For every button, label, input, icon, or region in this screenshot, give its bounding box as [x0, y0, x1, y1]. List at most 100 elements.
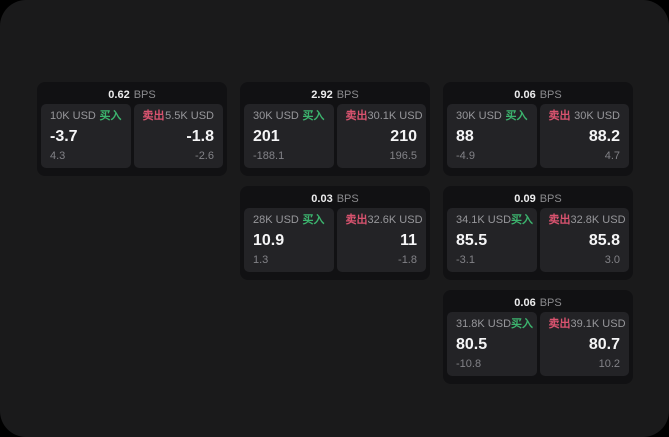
buy-tile-top: 30K USD 买入	[253, 110, 325, 123]
sell-tile[interactable]: 卖出 30K USD 88.2 4.7	[539, 104, 629, 168]
quote-body: 31.8K USD 买入 80.5 -10.8 卖出 39.1K USD 80.…	[447, 312, 629, 376]
sell-amount: 32.6K USD	[367, 214, 423, 226]
buy-label: 买入	[505, 110, 528, 122]
sell-sub-value: 10.2	[598, 358, 620, 370]
bps-header: 2.92 BPS	[244, 86, 426, 104]
sell-amount: 5.5K USD	[165, 110, 214, 122]
bps-unit-label: BPS	[539, 89, 562, 101]
buy-price: 201	[253, 127, 280, 145]
sell-sub-value: 4.7	[604, 150, 620, 162]
quote-body: 10K USD 买入 -3.7 4.3 卖出 5.5K USD -1.8 -2.…	[41, 104, 223, 168]
buy-amount: 28K USD	[253, 214, 299, 226]
sell-tile-top: 卖出 32.8K USD	[549, 214, 626, 227]
sell-price: 88.2	[588, 127, 620, 145]
quote-card: 0.09 BPS 34.1K USD 买入 85.5 -3.1 卖出 32.8K…	[443, 186, 633, 280]
buy-sub-value: 1.3	[253, 254, 269, 266]
buy-tile-top: 28K USD 买入	[253, 214, 325, 227]
buy-label: 买入	[511, 318, 534, 330]
sell-price: 85.8	[588, 231, 620, 249]
sell-sub-value: -1.8	[398, 254, 417, 266]
quote-body: 34.1K USD 买入 85.5 -3.1 卖出 32.8K USD 85.8…	[447, 208, 629, 272]
bps-header: 0.62 BPS	[41, 86, 223, 104]
bps-unit-label: BPS	[336, 89, 359, 101]
bps-unit-label: BPS	[539, 297, 562, 309]
sell-label: 卖出	[142, 110, 165, 122]
quote-card: 0.06 BPS 30K USD 买入 88 -4.9 卖出 30K USD 8…	[443, 82, 633, 176]
buy-label: 买入	[511, 214, 534, 226]
buy-sub-value: -3.1	[456, 254, 475, 266]
sell-amount: 32.8K USD	[570, 214, 626, 226]
bps-value: 0.09	[514, 193, 536, 205]
sell-tile[interactable]: 卖出 32.8K USD 85.8 3.0	[539, 208, 629, 272]
buy-price: 85.5	[456, 231, 488, 249]
sell-sub-value: 3.0	[604, 254, 620, 266]
buy-sub-value: 4.3	[50, 150, 66, 162]
sell-tile-top: 卖出 30.1K USD	[345, 110, 423, 123]
bps-value: 2.92	[311, 89, 333, 101]
sell-label: 卖出	[548, 110, 571, 122]
quote-card: 0.03 BPS 28K USD 买入 10.9 1.3 卖出 32.6K US…	[240, 186, 430, 280]
sell-label: 卖出	[345, 110, 368, 122]
sell-label: 卖出	[548, 318, 571, 330]
bps-unit-label: BPS	[133, 89, 156, 101]
buy-price: -3.7	[50, 127, 78, 145]
buy-amount: 34.1K USD	[456, 214, 512, 226]
buy-tile[interactable]: 31.8K USD 买入 80.5 -10.8	[447, 312, 537, 376]
quote-body: 30K USD 买入 201 -188.1 卖出 30.1K USD 210 1…	[244, 104, 426, 168]
buy-tile[interactable]: 34.1K USD 买入 85.5 -3.1	[447, 208, 537, 272]
buy-tile-top: 30K USD 买入	[456, 110, 528, 123]
buy-price: 88	[456, 127, 474, 145]
buy-price: 80.5	[456, 335, 488, 353]
sell-amount: 30.1K USD	[367, 110, 423, 122]
buy-amount: 10K USD	[50, 110, 96, 122]
buy-tile[interactable]: 30K USD 买入 201 -188.1	[244, 104, 334, 168]
buy-sub-value: -188.1	[253, 150, 285, 162]
sell-price: 11	[400, 231, 417, 249]
buy-label: 买入	[99, 110, 122, 122]
buy-tile[interactable]: 28K USD 买入 10.9 1.3	[244, 208, 334, 272]
quote-card: 2.92 BPS 30K USD 买入 201 -188.1 卖出 30.1K …	[240, 82, 430, 176]
sell-label: 卖出	[345, 214, 368, 226]
sell-tile[interactable]: 卖出 30.1K USD 210 196.5	[336, 104, 426, 168]
buy-amount: 30K USD	[253, 110, 299, 122]
bps-header: 0.03 BPS	[244, 190, 426, 208]
sell-tile-top: 卖出 32.6K USD	[345, 214, 423, 227]
sell-price: -1.8	[186, 127, 214, 145]
bps-value: 0.62	[108, 89, 130, 101]
sell-tile[interactable]: 卖出 5.5K USD -1.8 -2.6	[133, 104, 223, 168]
buy-price: 10.9	[253, 231, 285, 249]
sell-amount: 39.1K USD	[570, 318, 626, 330]
buy-label: 买入	[302, 214, 325, 226]
sell-amount: 30K USD	[574, 110, 620, 122]
bps-header: 0.06 BPS	[447, 86, 629, 104]
sell-tile-top: 卖出 30K USD	[549, 110, 621, 123]
buy-amount: 30K USD	[456, 110, 502, 122]
quote-body: 30K USD 买入 88 -4.9 卖出 30K USD 88.2 4.7	[447, 104, 629, 168]
buy-sub-value: -4.9	[456, 150, 475, 162]
quote-card: 0.06 BPS 31.8K USD 买入 80.5 -10.8 卖出 39.1…	[443, 290, 633, 384]
buy-tile[interactable]: 30K USD 买入 88 -4.9	[447, 104, 537, 168]
buy-tile-top: 34.1K USD 买入	[456, 214, 533, 227]
sell-tile[interactable]: 卖出 32.6K USD 11 -1.8	[336, 208, 426, 272]
sell-tile-top: 卖出 39.1K USD	[548, 318, 626, 331]
sell-price: 210	[390, 127, 417, 145]
bps-unit-label: BPS	[539, 193, 562, 205]
sell-sub-value: 196.5	[389, 150, 417, 162]
sell-tile[interactable]: 卖出 39.1K USD 80.7 10.2	[539, 312, 629, 376]
buy-label: 买入	[302, 110, 325, 122]
bps-header: 0.09 BPS	[447, 190, 629, 208]
sell-sub-value: -2.6	[195, 150, 214, 162]
buy-tile-top: 31.8K USD 买入	[456, 318, 533, 331]
bps-value: 0.06	[514, 297, 536, 309]
bps-unit-label: BPS	[336, 193, 359, 205]
sell-tile-top: 卖出 5.5K USD	[143, 110, 215, 123]
bps-value: 0.03	[311, 193, 333, 205]
bps-value: 0.06	[514, 89, 536, 101]
quote-body: 28K USD 买入 10.9 1.3 卖出 32.6K USD 11 -1.8	[244, 208, 426, 272]
quote-card: 0.62 BPS 10K USD 买入 -3.7 4.3 卖出 5.5K USD…	[37, 82, 227, 176]
buy-tile-top: 10K USD 买入	[50, 110, 122, 123]
buy-sub-value: -10.8	[456, 358, 482, 370]
sell-price: 80.7	[588, 335, 620, 353]
buy-tile[interactable]: 10K USD 买入 -3.7 4.3	[41, 104, 131, 168]
